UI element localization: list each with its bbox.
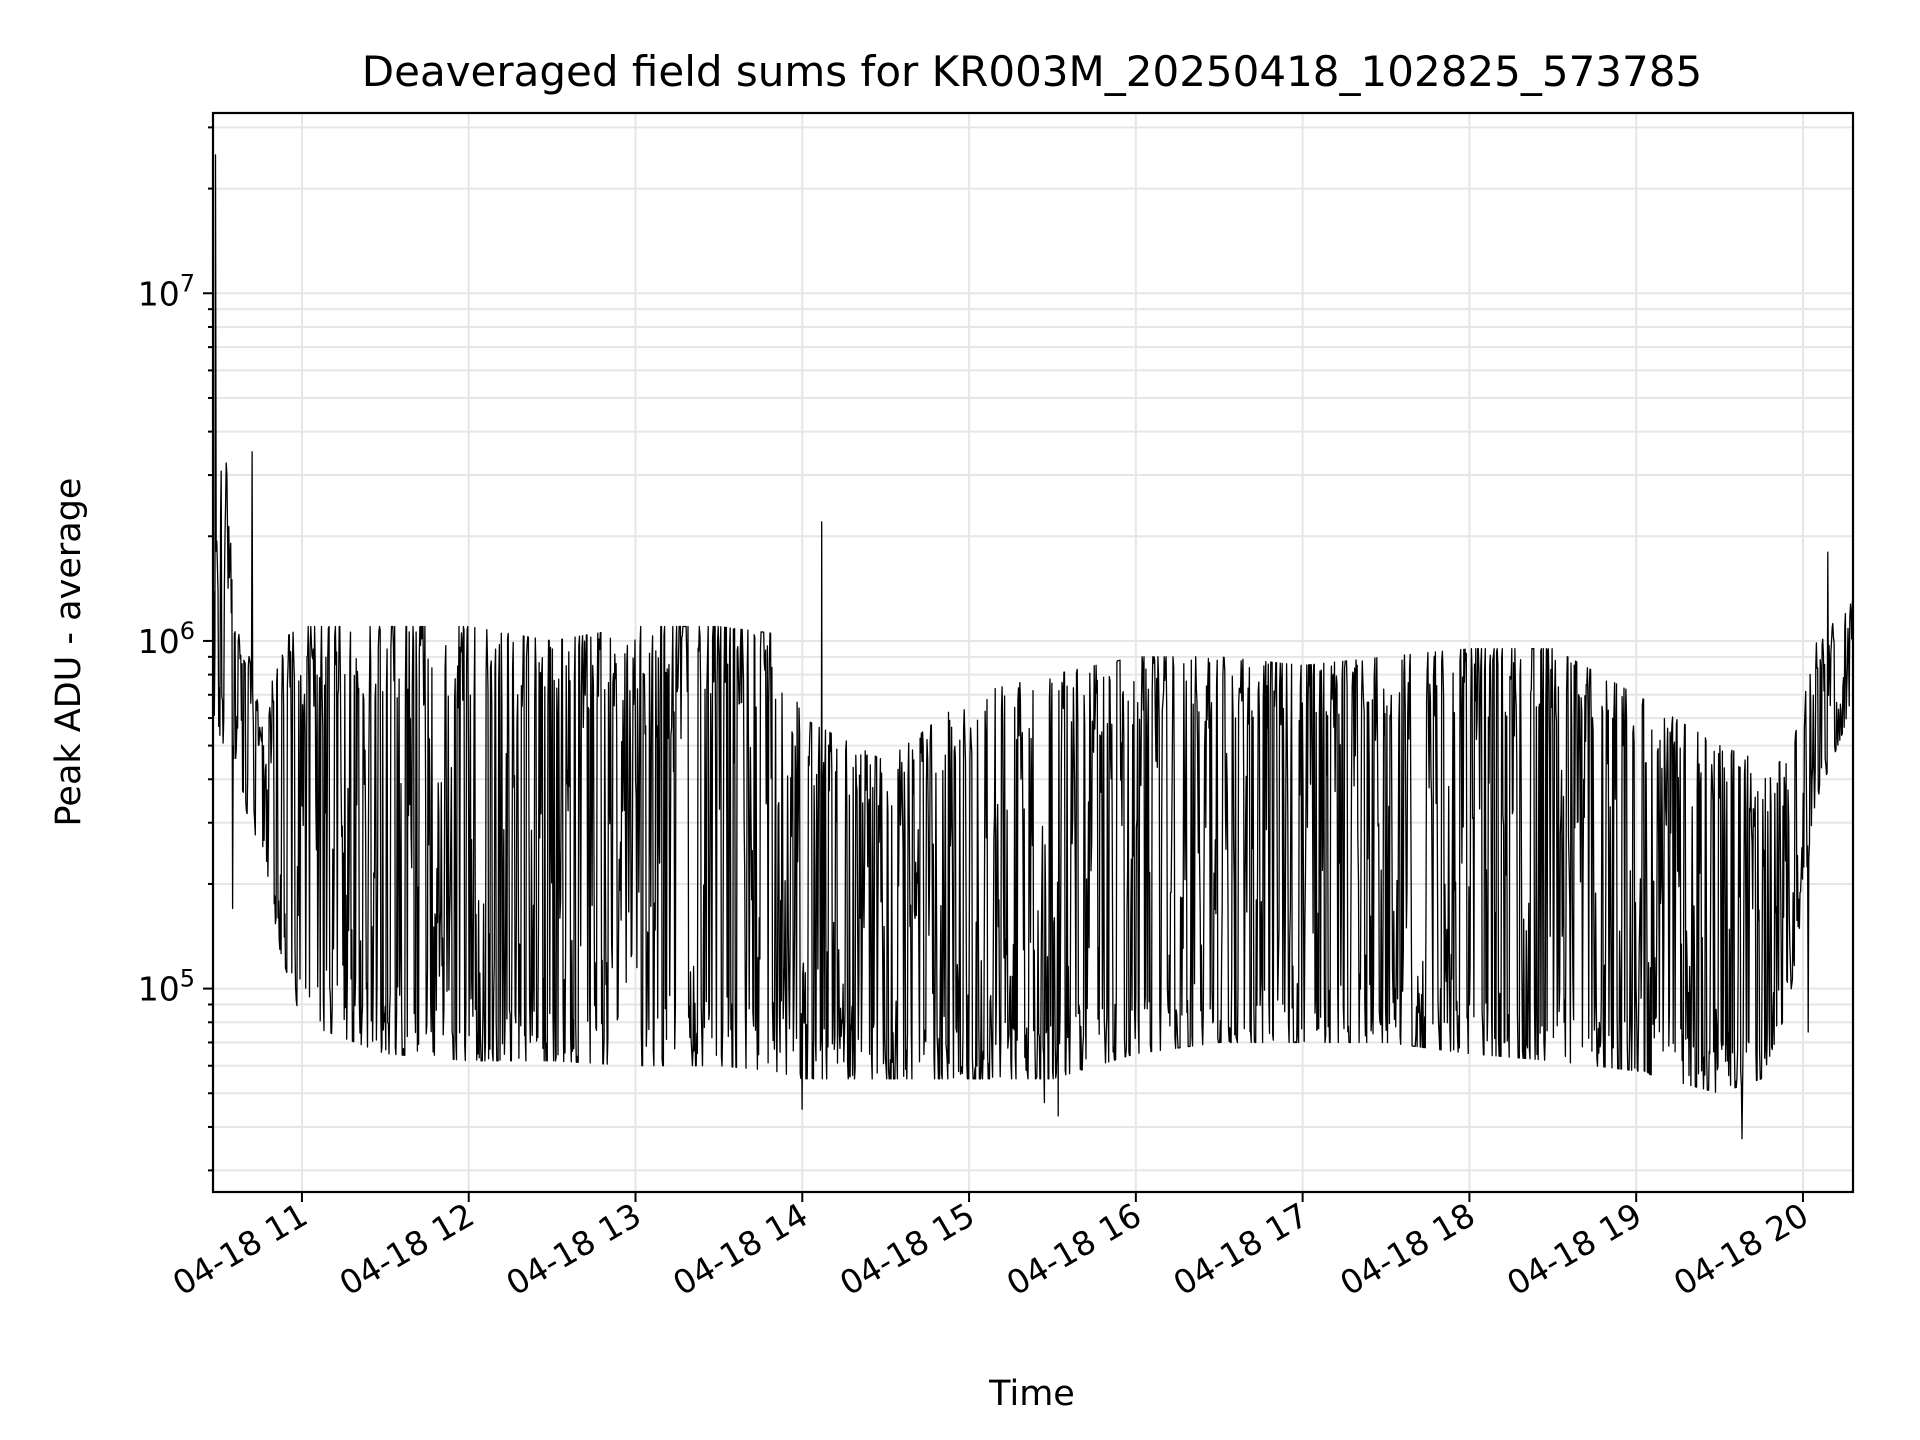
x-axis-label: Time [988, 1374, 1075, 1414]
y-axis-label: Peak ADU - average [49, 478, 89, 827]
y-tick-label: 107 [138, 269, 195, 313]
series-area [212, 154, 1854, 1140]
plot-frame [211, 111, 1855, 1194]
series-line [212, 154, 1854, 1140]
y-tick-label: 106 [138, 617, 195, 661]
y-tick-label: 105 [138, 965, 195, 1009]
chart-title: Deaveraged field sums for KR003M_2025041… [362, 47, 1702, 96]
